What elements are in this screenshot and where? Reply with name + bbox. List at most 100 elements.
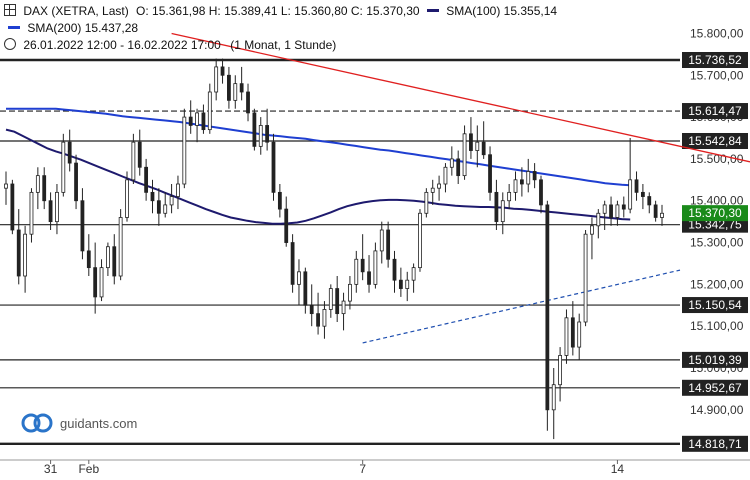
current-price-label: 15.370,30 — [688, 206, 742, 220]
sma100-line — [5, 128, 631, 225]
candle-body — [500, 200, 505, 223]
candle-body — [405, 279, 410, 289]
level-label: 15.542,84 — [688, 134, 742, 148]
candle-body — [583, 233, 588, 323]
candle-body — [106, 246, 110, 269]
x-tick-label: 7 — [359, 462, 366, 476]
candle-body — [156, 200, 161, 214]
level-badge — [682, 52, 748, 69]
candle-body — [169, 196, 174, 206]
candle-body — [316, 313, 320, 327]
candle-body — [246, 91, 250, 114]
y-tick-label: 15.500,00 — [690, 152, 744, 166]
candle-body — [545, 204, 550, 411]
candle-body — [290, 242, 295, 285]
candle-body — [86, 250, 91, 269]
sma200-value: 15.437,28 — [84, 21, 139, 35]
candle-body — [577, 321, 582, 348]
y-tick-label: 15.200,00 — [690, 277, 744, 291]
guidants-logo-icon — [21, 413, 53, 433]
candle-body — [277, 191, 282, 210]
header-line-symbol: DAX (XETRA, Last) O: 15.361,98 H: 15.389… — [4, 4, 557, 18]
candle-body — [48, 200, 53, 223]
candle-body — [398, 279, 403, 289]
candle-body — [564, 317, 569, 356]
candle-body — [348, 283, 352, 302]
candle-body — [29, 191, 34, 235]
sma100-value: 15.355,14 — [503, 4, 558, 18]
level-label: 15.736,52 — [688, 53, 742, 67]
sma200-swatch — [8, 26, 20, 30]
candle-body — [144, 166, 149, 193]
candle-body — [590, 225, 594, 235]
level-badge — [682, 132, 748, 149]
candle-body — [188, 116, 193, 126]
candle-body — [411, 267, 416, 281]
candle-body — [214, 66, 219, 93]
candle-body — [284, 208, 289, 243]
candle-body — [74, 162, 78, 202]
candle-body — [328, 288, 333, 310]
y-tick-label: 15.400,00 — [690, 194, 744, 208]
logo-text: guidants.com — [60, 415, 138, 431]
candle-body — [609, 204, 613, 218]
candle-body — [602, 204, 607, 214]
candle-body — [513, 179, 518, 193]
candle-body — [373, 250, 378, 285]
period-range: 26.01.2022 12:00 - 16.02.2022 17:00 — [23, 38, 221, 52]
candle-body — [150, 191, 155, 202]
candle-body — [201, 112, 206, 131]
level-label: 15.614,47 — [688, 104, 742, 118]
candle-body — [99, 267, 104, 298]
candle-body — [10, 183, 15, 231]
y-tick-label: 15.300,00 — [690, 236, 744, 250]
grid-icon[interactable] — [4, 4, 16, 16]
branding: guidants.com — [20, 412, 137, 434]
candle-body — [481, 141, 486, 156]
candle-body — [195, 112, 199, 126]
candle-body — [112, 246, 117, 277]
candle-body — [252, 112, 257, 147]
sma100-swatch — [426, 9, 439, 13]
candle-body — [67, 141, 72, 164]
level-label: 14.818,71 — [688, 437, 742, 451]
level-label: 15.150,54 — [688, 298, 742, 312]
candle-body — [23, 233, 28, 277]
candle-body — [628, 179, 633, 210]
candle-body — [634, 179, 639, 193]
sma200-label: SMA(200) — [27, 21, 82, 35]
candle-body — [341, 300, 346, 315]
candle-body — [430, 187, 435, 193]
candle-body — [558, 355, 562, 386]
period-interval: (1 Monat, 1 Stunde) — [230, 38, 337, 52]
candle-body — [233, 83, 238, 101]
current-price-badge — [682, 205, 748, 222]
candle-body — [437, 183, 441, 189]
x-tick-label: 31 — [44, 462, 58, 476]
candle-body — [220, 66, 225, 76]
candle-body — [55, 191, 59, 223]
candle-body — [335, 288, 340, 315]
y-tick-label: 15.700,00 — [690, 68, 744, 82]
candle-body — [360, 258, 365, 273]
candle-body — [271, 141, 276, 193]
candle-body — [640, 191, 645, 197]
candle-body — [424, 191, 429, 214]
candle-body — [265, 125, 270, 143]
candle-body — [488, 154, 492, 193]
y-tick-label: 15.100,00 — [690, 319, 744, 333]
candle-body — [647, 196, 652, 206]
candle-body — [93, 267, 98, 298]
level-badge — [682, 297, 748, 314]
candle-body — [418, 212, 422, 269]
candle-body — [653, 204, 658, 218]
header-line-sma200: SMA(200) 15.437,28 — [4, 21, 138, 35]
candle-body — [163, 204, 168, 214]
candle-body — [42, 175, 47, 202]
candle-body — [176, 183, 180, 197]
candle-body — [303, 271, 308, 306]
candle-body — [551, 384, 556, 411]
candle-body — [61, 141, 66, 193]
